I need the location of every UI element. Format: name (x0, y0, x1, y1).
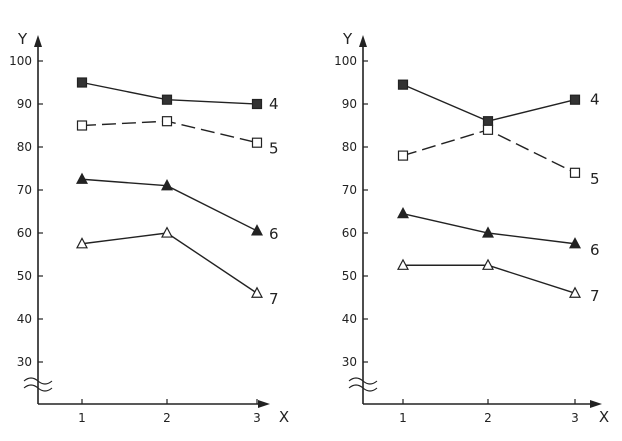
y-tick-label: 30 (17, 355, 32, 369)
data-point (76, 237, 88, 249)
series-line (402, 84, 576, 122)
data-point (251, 98, 263, 110)
series-label: 6 (590, 241, 600, 259)
y-tick-label: 70 (342, 183, 357, 197)
data-point (482, 116, 494, 127)
y-tick-label: 100 (9, 54, 32, 68)
data-point (161, 94, 173, 105)
series-4: 4 (76, 77, 279, 113)
x-axis-arrow (590, 400, 602, 408)
chart-panel-2: Y X 30 40 50 60 70 80 90 100 1 2 3 4 5 6 7 (334, 30, 609, 426)
series-line (402, 129, 576, 174)
series-7: 7 (397, 258, 600, 305)
series-6: 6 (76, 172, 279, 243)
y-tick-label: 90 (17, 97, 32, 111)
data-point (251, 137, 263, 148)
x-tick-label: 2 (163, 411, 171, 425)
y-tick-label: 80 (17, 140, 32, 154)
data-point (251, 286, 263, 298)
data-point (161, 179, 173, 191)
x-tick-label: 2 (484, 411, 492, 425)
x-tick-label: 1 (78, 411, 86, 425)
data-point (161, 226, 173, 238)
series-label: 6 (269, 225, 279, 243)
data-point (482, 226, 494, 238)
y-tick-label: 30 (342, 355, 357, 369)
y-axis-title: Y (342, 30, 353, 48)
data-point (76, 77, 88, 88)
axis-break-mark (348, 384, 378, 392)
series-5: 5 (76, 116, 279, 158)
x-axis-title: X (599, 408, 609, 426)
x-axis-title: X (279, 408, 289, 426)
data-point (76, 172, 88, 184)
data-point (397, 79, 409, 90)
data-point (569, 167, 581, 178)
series-label: 5 (269, 140, 279, 158)
series-6: 6 (397, 206, 600, 259)
x-axis-arrow (258, 400, 270, 408)
y-tick-label: 100 (334, 54, 357, 68)
series-label: 4 (590, 91, 600, 109)
chart-panel-1: Y X 30 40 50 60 70 80 90 100 1 2 3 4 5 6 7 (9, 30, 289, 426)
axis-break-mark (23, 377, 53, 385)
y-tick-label: 40 (342, 312, 357, 326)
y-axis-arrow (359, 35, 367, 47)
series-7: 7 (76, 226, 279, 308)
data-point (569, 286, 581, 298)
x-tick-label: 1 (399, 411, 407, 425)
data-point (397, 258, 409, 270)
series-label: 5 (590, 170, 600, 188)
y-tick-label: 50 (17, 269, 32, 283)
data-point (569, 94, 581, 105)
data-point (482, 258, 494, 270)
y-tick-label: 80 (342, 140, 357, 154)
series-4: 4 (397, 79, 600, 127)
x-tick-label: 3 (571, 411, 579, 425)
data-point (76, 120, 88, 131)
series-label: 4 (269, 95, 279, 113)
y-axis-title: Y (17, 30, 28, 48)
x-tick-label: 3 (253, 411, 261, 425)
y-tick-label: 40 (17, 312, 32, 326)
y-tick-label: 60 (17, 226, 32, 240)
series-line (81, 232, 258, 294)
data-point (251, 224, 263, 236)
data-point (397, 150, 409, 161)
series-label: 7 (590, 287, 600, 305)
y-axis-arrow (34, 35, 42, 47)
y-tick-label: 60 (342, 226, 357, 240)
series-5: 5 (397, 124, 600, 188)
y-tick-label: 50 (342, 269, 357, 283)
y-tick-label: 90 (342, 97, 357, 111)
data-point (161, 116, 173, 127)
series-label: 7 (269, 290, 279, 308)
data-point (397, 206, 409, 219)
data-point (482, 124, 494, 135)
axis-break-mark (23, 384, 53, 392)
data-point (569, 237, 581, 249)
axis-break-mark (348, 377, 378, 385)
y-tick-label: 70 (17, 183, 32, 197)
